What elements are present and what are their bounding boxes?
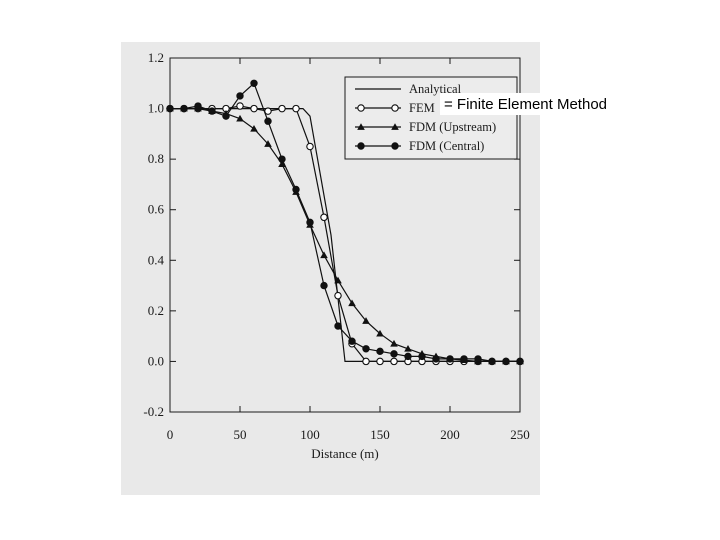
data-point-fdm-central	[488, 357, 496, 366]
figure-panel: -0.2 0.0 0.2 0.4 0.6 0.8 1.0 1.2 0 50 100 150 200 25…	[121, 42, 540, 495]
data-point-fdm-upstream	[362, 317, 370, 324]
y-tick-label: 0.8	[148, 151, 164, 166]
x-axis-title: Distance (m)	[311, 446, 379, 461]
data-point-fdm-central	[376, 347, 384, 356]
legend-marker-fdm-upstream	[391, 123, 399, 130]
data-point-fdm-upstream	[320, 251, 328, 259]
data-point-fem	[278, 104, 286, 113]
x-tick-label: 100	[300, 427, 320, 442]
data-point-fdm-upstream	[334, 276, 342, 284]
x-tick-label: 250	[510, 427, 530, 442]
data-point-fdm-central	[306, 218, 314, 227]
y-tick-label: 0.4	[148, 252, 165, 267]
data-point-fdm-upstream	[376, 329, 384, 337]
x-tick-label: 150	[370, 427, 390, 442]
data-point-fdm-upstream	[348, 299, 356, 307]
legend-marker-fem	[391, 104, 399, 112]
legend-marker-fdm-central	[357, 142, 365, 150]
legend-label-fdm-central: FDM (Central)	[409, 139, 484, 153]
data-point-fdm-central	[516, 357, 524, 366]
data-point-fdm-central	[180, 104, 188, 113]
y-tick-label: 0.2	[148, 303, 164, 318]
data-point-fdm-central	[418, 352, 426, 361]
data-point-fdm-central	[292, 185, 300, 194]
data-point-fdm-central	[222, 112, 230, 120]
legend-box	[344, 76, 518, 160]
y-axis-ticks: -0.2 0.0 0.2 0.4 0.6 0.8 1.0 1.2	[143, 50, 520, 419]
legend: Analytical FEM FDM (Upstream) FDM (Central)	[344, 76, 518, 160]
data-point-fem	[334, 291, 342, 300]
y-tick-label: 1.2	[148, 50, 164, 65]
annotation-label: = Finite Element Method	[444, 96, 608, 113]
data-point-fdm-central	[264, 117, 272, 125]
data-point-fem	[250, 104, 258, 113]
data-point-fdm-central	[432, 355, 440, 363]
data-point-fem	[264, 107, 272, 115]
data-point-fdm-upstream	[390, 339, 398, 347]
data-point-fdm-central	[236, 92, 244, 100]
data-point-fdm-central	[208, 107, 216, 115]
data-point-fem	[362, 357, 370, 366]
data-point-fdm-central	[404, 352, 412, 361]
x-axis-ticks: 0 50 100 150 200 250	[167, 58, 530, 442]
data-point-fem	[236, 102, 244, 110]
data-point-fdm-central	[320, 281, 328, 290]
data-point-fdm-central	[446, 355, 454, 363]
x-tick-label: 200	[440, 427, 460, 442]
data-point-fem	[390, 357, 398, 366]
series-fdm-central	[166, 79, 524, 366]
y-tick-label: -0.2	[143, 404, 164, 419]
data-point-fdm-central	[502, 357, 510, 366]
x-tick-label: 0	[167, 427, 174, 442]
legend-marker-fdm-upstream	[357, 123, 365, 130]
plot-frame	[169, 57, 521, 413]
data-point-fdm-upstream	[278, 160, 286, 168]
data-point-fdm-central	[194, 102, 202, 110]
legend-label-analytical: Analytical	[409, 82, 462, 96]
data-point-fem	[376, 357, 384, 366]
y-tick-label: 0.6	[148, 202, 165, 217]
annotation-box	[440, 93, 640, 115]
data-point-fdm-upstream	[404, 344, 412, 352]
series-layer	[166, 79, 524, 366]
y-tick-label: 0.0	[148, 353, 164, 368]
legend-marker-fem	[357, 104, 365, 112]
x-tick-label: 50	[234, 427, 247, 442]
chart: -0.2 0.0 0.2 0.4 0.6 0.8 1.0 1.2 0 50 100 150 200 25…	[143, 50, 530, 461]
data-point-fdm-central	[390, 350, 398, 358]
data-point-fdm-central	[348, 337, 356, 345]
legend-marker-fdm-central	[391, 142, 399, 150]
data-point-fdm-upstream	[264, 140, 272, 147]
data-point-fdm-central	[334, 322, 342, 330]
data-point-fdm-upstream	[250, 125, 258, 132]
data-point-fdm-central	[250, 79, 258, 87]
data-point-fem	[306, 142, 314, 151]
data-point-fem	[292, 104, 300, 113]
data-point-fdm-central	[362, 345, 370, 353]
data-point-fdm-upstream	[236, 114, 244, 122]
data-point-fdm-central	[474, 355, 482, 363]
legend-label-fem: FEM	[409, 101, 435, 115]
data-point-fdm-central	[166, 104, 174, 113]
data-point-fem	[320, 213, 328, 222]
y-tick-label: 1.0	[148, 101, 164, 116]
legend-label-fdm-upstream: FDM (Upstream)	[409, 120, 496, 134]
data-point-fdm-central	[278, 155, 286, 163]
data-point-fdm-central	[460, 355, 468, 363]
